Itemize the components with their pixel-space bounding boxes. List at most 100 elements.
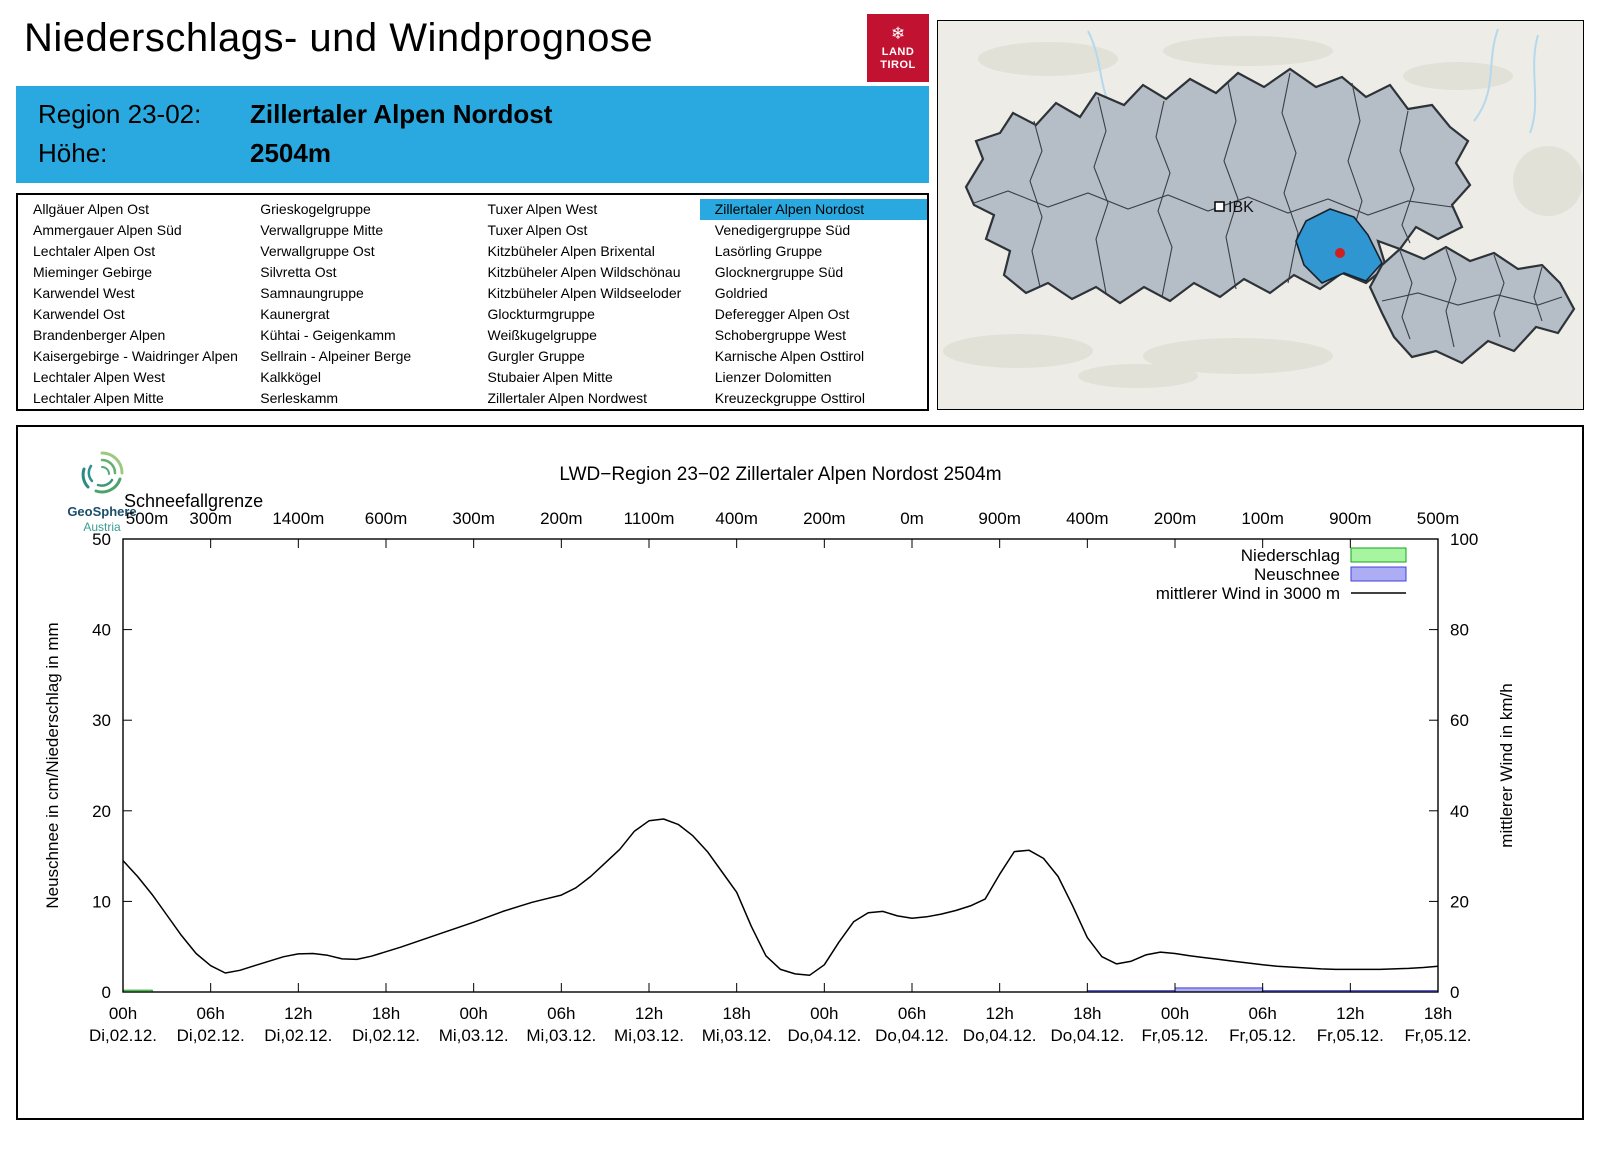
region-item[interactable]: Verwallgruppe Ost	[260, 243, 375, 259]
x-tick-date-label: Mi,03.12.	[702, 1026, 772, 1045]
legend-label: mittlerer Wind in 3000 m	[1156, 584, 1340, 603]
geosphere-logo: GeoSphere Austria	[54, 447, 150, 534]
ibk-label: IBK	[1228, 199, 1254, 216]
snowline-value: 900m	[1329, 509, 1372, 528]
region-item[interactable]: Mieminger Gebirge	[33, 264, 153, 280]
region-item[interactable]: Sellrain - Alpeiner Berge	[260, 348, 412, 364]
region-item[interactable]: Brandenberger Alpen	[33, 327, 166, 343]
x-tick-date-label: Fr,05.12.	[1317, 1026, 1384, 1045]
region-item[interactable]: Schobergruppe West	[714, 327, 847, 343]
x-tick-date-label: Mi,03.12.	[526, 1026, 596, 1045]
region-item[interactable]: Kaunergrat	[260, 306, 330, 322]
y2-tick-label: 60	[1450, 711, 1469, 730]
snowflake-icon: ❄	[890, 23, 906, 43]
x-tick-date-label: Di,02.12.	[264, 1026, 332, 1045]
legend-label: Neuschnee	[1254, 565, 1340, 584]
snowline-value: 500m	[126, 509, 169, 528]
region-item[interactable]: Lechtaler Alpen Mitte	[33, 390, 164, 406]
land-tirol-logo-line2: TIROL	[880, 58, 916, 71]
region-item[interactable]: Verwallgruppe Mitte	[260, 222, 384, 238]
snowline-value: 400m	[1066, 509, 1109, 528]
ibk-marker-square	[1214, 201, 1225, 212]
region-item[interactable]: Kühtai - Geigenkamm	[260, 327, 396, 343]
region-item[interactable]: Goldried	[714, 285, 768, 301]
land-tirol-logo-line1: LAND	[881, 45, 915, 58]
region-item[interactable]: Lienzer Dolomitten	[714, 369, 832, 385]
x-tick-hour-label: 06h	[547, 1004, 575, 1023]
y-tick-label: 50	[92, 530, 111, 549]
region-item[interactable]: Tuxer Alpen Ost	[487, 222, 588, 238]
x-tick-hour-label: 12h	[985, 1004, 1013, 1023]
region-item[interactable]: Karnische Alpen Osttirol	[714, 348, 865, 364]
snowline-label: Schneefallgrenze	[124, 491, 263, 511]
region-item[interactable]: Grieskogelgruppe	[260, 201, 371, 217]
region-item[interactable]: Serleskamm	[260, 390, 339, 406]
x-tick-date-label: Di,02.12.	[352, 1026, 420, 1045]
region-item[interactable]: Weißkugelgruppe	[487, 327, 597, 343]
region-item[interactable]: Allgäuer Alpen Ost	[33, 201, 149, 217]
region-item[interactable]: Deferegger Alpen Ost	[714, 306, 850, 322]
region-item[interactable]: Zillertaler Alpen Nordwest	[487, 390, 648, 406]
snowline-value: 400m	[715, 509, 758, 528]
snowline-value: 200m	[540, 509, 583, 528]
x-tick-date-label: Fr,05.12.	[1141, 1026, 1208, 1045]
map-terrain	[943, 36, 1583, 388]
region-item[interactable]: Gurgler Gruppe	[487, 348, 585, 364]
region-item[interactable]: Lechtaler Alpen Ost	[33, 243, 156, 259]
snowline-value: 1400m	[272, 509, 324, 528]
map-region-east-tirol[interactable]	[1368, 245, 1576, 365]
region-item[interactable]: Venedigergruppe Süd	[714, 222, 851, 238]
land-tirol-logo: ❄ LAND TIROL	[867, 14, 929, 82]
y-tick-label: 20	[92, 802, 111, 821]
y2-tick-label: 0	[1450, 983, 1459, 1002]
snowline-value: 1100m	[624, 509, 675, 528]
region-item[interactable]: Kitzbüheler Alpen Wildseeloder	[487, 285, 682, 301]
x-tick-date-label: Di,02.12.	[89, 1026, 157, 1045]
region-item-selected[interactable]: Zillertaler Alpen Nordost	[699, 199, 927, 220]
x-tick-date-label: Fr,05.12.	[1404, 1026, 1471, 1045]
y2-tick-label: 80	[1450, 621, 1469, 640]
altitude-label: Höhe:	[38, 138, 108, 168]
region-item[interactable]: Lasörling Gruppe	[714, 243, 823, 259]
region-list: Allgäuer Alpen Ost Ammergauer Alpen Süd Le…	[16, 193, 929, 411]
chart-title: LWD−Region 23−02 Zillertaler Alpen Nordo…	[559, 464, 1001, 485]
region-item[interactable]: Kreuzeckgruppe Osttirol	[714, 390, 865, 406]
legend-key-box	[1350, 566, 1407, 582]
region-item[interactable]: Glockturmgruppe	[487, 306, 595, 322]
map-selected-region[interactable]	[1295, 208, 1383, 284]
geosphere-logo-icon	[81, 451, 124, 494]
x-tick-hour-label: 12h	[284, 1004, 312, 1023]
x-tick-date-label: Mi,03.12.	[439, 1026, 509, 1045]
region-column: Grieskogelgruppe Verwallgruppe Mitte Verwa…	[245, 199, 472, 409]
region-item[interactable]: Samnaungruppe	[260, 285, 364, 301]
region-item[interactable]: Ammergauer Alpen Süd	[33, 222, 182, 238]
region-item[interactable]: Kalkkögel	[260, 369, 321, 385]
y2-tick-label: 40	[1450, 802, 1469, 821]
region-item[interactable]: Karwendel West	[33, 285, 135, 301]
plot-frame	[122, 538, 1439, 993]
snowline-value: 200m	[1154, 509, 1197, 528]
region-item[interactable]: Tuxer Alpen West	[487, 201, 598, 217]
x-tick-hour-label: 18h	[372, 1004, 400, 1023]
wind-line	[122, 818, 1439, 976]
region-item[interactable]: Silvretta Ost	[260, 264, 337, 280]
snowline-value: 900m	[978, 509, 1021, 528]
x-tick-date-label: Do,04.12.	[963, 1026, 1037, 1045]
x-tick-hour-label: 00h	[109, 1004, 137, 1023]
region-item[interactable]: Kitzbüheler Alpen Wildschönau	[487, 264, 681, 280]
altitude-value: 2504m	[250, 138, 331, 168]
region-item[interactable]: Kitzbüheler Alpen Brixental	[487, 243, 655, 259]
region-item[interactable]: Lechtaler Alpen West	[33, 369, 166, 385]
region-name-value: Zillertaler Alpen Nordost	[250, 99, 553, 129]
x-tick-date-label: Do,04.12.	[875, 1026, 949, 1045]
legend-label: Niederschlag	[1241, 546, 1340, 565]
tirol-map: IBK	[937, 20, 1584, 410]
legend-key-box	[1350, 547, 1407, 563]
region-item[interactable]: Stubaier Alpen Mitte	[487, 369, 613, 385]
region-column: Zillertaler Alpen Nordost Venedigergruppe…	[699, 199, 927, 409]
region-number-label: Region 23-02:	[38, 99, 202, 129]
y2-tick-label: 20	[1450, 892, 1469, 911]
region-item[interactable]: Karwendel Ost	[33, 306, 125, 322]
region-item[interactable]: Glocknergruppe Süd	[714, 264, 844, 280]
region-item[interactable]: Kaisergebirge - Waidringer Alpen	[33, 348, 238, 364]
